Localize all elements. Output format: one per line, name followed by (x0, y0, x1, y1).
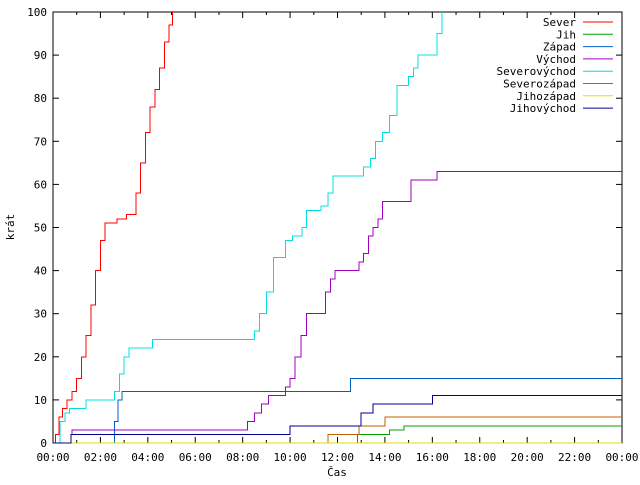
x-tick-label: 04:00 (131, 451, 164, 464)
legend-label-severozapad: Severozápad (503, 78, 576, 91)
x-tick-label: 00:00 (605, 451, 638, 464)
series-line-jihovychod (53, 395, 622, 444)
y-tick-label: 10 (34, 394, 47, 407)
x-tick-label: 12:00 (321, 451, 354, 464)
x-tick-label: 08:00 (226, 451, 259, 464)
legend-label-vychod: Východ (536, 53, 576, 66)
x-tick-label: 22:00 (558, 451, 591, 464)
y-tick-label: 70 (34, 135, 47, 148)
legend-label-zapad: Západ (543, 41, 576, 54)
y-tick-label: 60 (34, 178, 47, 191)
legend-label-severovychod: Severovýchod (497, 65, 576, 78)
y-axis-label: krát (4, 214, 17, 241)
y-tick-label: 90 (34, 49, 47, 62)
x-axis-label: Čas (327, 466, 347, 479)
x-tick-label: 06:00 (179, 451, 212, 464)
series-line-severovychod (53, 12, 443, 444)
x-tick-label: 00:00 (36, 451, 69, 464)
legend-label-jihovychod: Jihovýchod (510, 102, 576, 115)
x-tick-label: 18:00 (463, 451, 496, 464)
x-tick-label: 16:00 (416, 451, 449, 464)
series-line-zapad (53, 377, 622, 444)
y-tick-label: 100 (27, 6, 47, 19)
y-tick-label: 0 (40, 437, 47, 450)
y-tick-label: 80 (34, 92, 47, 105)
legend-label-jihozapad: Jihozápad (516, 90, 576, 103)
x-tick-label: 02:00 (84, 451, 117, 464)
series-line-sever (53, 12, 174, 444)
x-tick-label: 14:00 (368, 451, 401, 464)
axis-ticks: 0 10 20 30 40 50 60 70 80 90 100 00:00 02:00 04:00 06:… (27, 6, 638, 464)
y-tick-label: 30 (34, 308, 47, 321)
y-tick-label: 40 (34, 265, 47, 278)
x-tick-label: 20:00 (511, 451, 544, 464)
series-line-vychod (53, 171, 622, 444)
legend: SeverJihZápadVýchodSeverovýchodSeverozáp… (497, 16, 613, 115)
y-tick-label: 50 (34, 222, 47, 235)
legend-label-sever: Sever (543, 16, 576, 29)
y-tick-label: 20 (34, 351, 47, 364)
series-group (53, 12, 622, 444)
legend-label-jih: Jih (556, 28, 576, 41)
x-tick-label: 10:00 (274, 451, 307, 464)
